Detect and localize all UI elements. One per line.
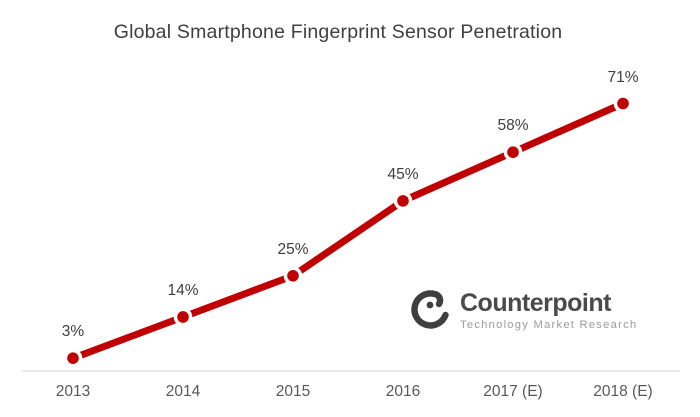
x-axis-label-2015: 2015 — [275, 383, 311, 400]
data-label-2015: 25% — [277, 240, 309, 258]
data-point-marker-2013 — [67, 352, 79, 364]
data-point-marker-2018-e — [617, 97, 629, 110]
x-axis-label-2013: 2013 — [55, 383, 91, 400]
x-axis-label-2017-e: 2017 (E) — [483, 383, 543, 400]
data-label-2013: 3% — [61, 323, 85, 341]
data-point-marker-2016 — [397, 195, 409, 207]
logo-text-block: Counterpoint Technology Market Research — [460, 286, 638, 332]
logo-name: Counterpoint — [460, 289, 611, 317]
data-label-2016: 45% — [387, 165, 419, 183]
data-point-marker-2014 — [177, 311, 189, 323]
data-label-2017-e: 58% — [497, 117, 529, 135]
data-point-marker-2017-e — [507, 146, 519, 158]
chart-title: Global Smartphone Fingerprint Sensor Pen… — [113, 21, 563, 43]
counterpoint-logo: Counterpoint Technology Market Research — [411, 286, 637, 338]
data-line — [71, 100, 625, 362]
counterpoint-swirl-icon — [411, 286, 452, 338]
data-point-marker-2015 — [287, 269, 299, 282]
data-label-2014: 14% — [167, 281, 199, 299]
logo-tagline: Technology Market Research — [460, 319, 638, 331]
x-axis-label-2016: 2016 — [385, 383, 421, 400]
x-axis-label-2014: 2014 — [165, 383, 201, 400]
data-label-2018-e: 71% — [607, 68, 639, 86]
x-axis-label-2018-e: 2018 (E) — [593, 383, 653, 400]
